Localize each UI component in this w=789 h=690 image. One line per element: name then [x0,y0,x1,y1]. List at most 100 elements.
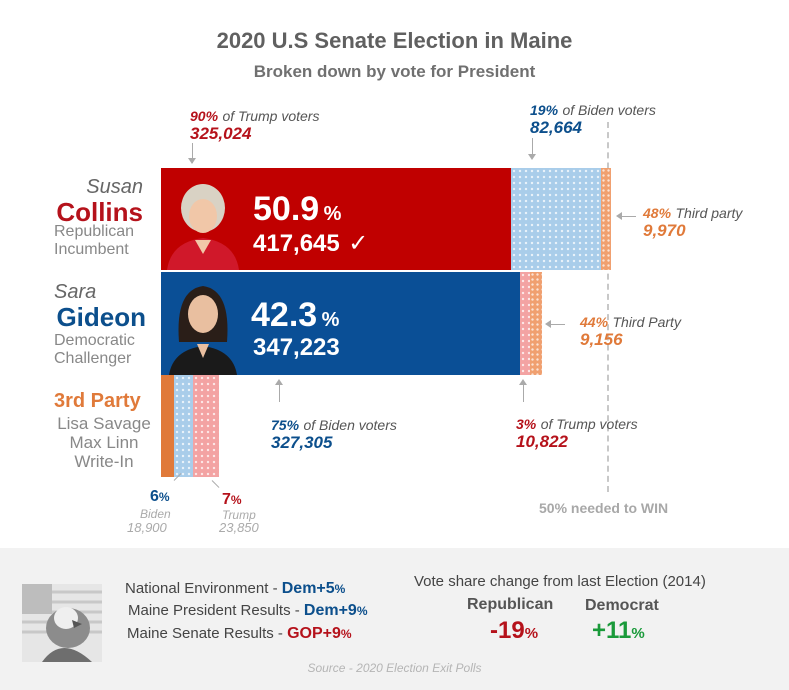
threshold-label: 50% needed to WIN [539,500,669,516]
gideon-third-annotation: 44% Third Party 9,156 [580,314,681,350]
gideon-biden-num: 327,305 [271,433,333,452]
collins-biden-annotation: 19% of Biden voters 82,664 [530,102,656,138]
rep-change-label: Republican [467,596,554,613]
footer-line-3-label: Maine Senate Results - [127,625,288,642]
footer-line-1-value: Dem+5 [281,580,335,597]
collins-pct-block: 50.9 % [253,190,341,229]
gideon-third-arrowhead [545,320,551,328]
gideon-trump-arrow [523,384,524,402]
gideon-trump-annotation: 3% of Trump voters 10,822 [516,416,638,452]
collins-trump-arrow [192,143,193,163]
third-party-name-1: Lisa Savage [57,414,151,433]
footer-line-1-label: National Environment - [125,580,282,597]
collins-third-arrowhead [616,212,622,220]
collins-votes: 417,645 [253,230,340,257]
gideon-trump-pct: 3% [516,416,537,432]
rep-change-sign: % [524,625,539,642]
collins-pct: 50.9 [253,190,320,228]
third-trump-num: 23,850 [219,520,259,535]
third-party-label: 3rd Party [54,390,141,412]
third-biden-pct-sign: % [158,490,170,504]
third-party-name-3: Write-In [74,452,134,471]
gideon-role: Democratic Challenger [54,332,135,368]
dem-change-label: Democrat [585,597,659,614]
dem-change-sign: % [631,625,645,642]
gideon-third-segment [530,272,542,375]
gideon-biden-pct: 75% [271,417,300,433]
eagle-flag-icon [22,584,102,662]
rep-change-value: -19 [490,617,525,644]
footer-line-2-value: Dem+9 [303,602,357,619]
gideon-votes-block: 347,223 [253,334,340,362]
collins-biden-segment [511,168,601,270]
collins-trump-arrowhead [188,158,196,164]
gideon-third-arrow [551,324,565,325]
gideon-photo [161,272,243,375]
collins-biden-num: 82,664 [530,118,582,137]
collins-third-pct: 48% [643,205,672,221]
collins-biden-pct: 19% [530,102,559,118]
dem-change-block: +11% [592,617,645,645]
gideon-last-name: Gideon [56,302,146,332]
gideon-trump-text: of Trump voters [540,416,638,432]
source-note: Source - 2020 Election Exit Polls [307,661,482,675]
third-biden-num: 18,900 [127,520,167,535]
third-party-names: Lisa Savage Max Linn Write-In [54,414,154,471]
gideon-third-pct: 44% [580,314,609,330]
collins-trump-pct: 90% [190,108,219,124]
collins-first-name: Susan [86,176,143,198]
collins-trump-num: 325,024 [190,124,252,143]
gideon-pct-sign: % [321,309,340,331]
gideon-biden-annotation: 75% of Biden voters 327,305 [271,417,397,453]
collins-role-line1: Republican [54,223,135,240]
collins-label-block: Susan Collins [0,176,143,228]
footer-line-1: National Environment - Dem+5% [125,580,345,598]
collins-third-text: Third party [675,205,743,221]
third-trump-pct: 7 [222,491,231,508]
gideon-trump-arrowhead [519,379,527,385]
gideon-third-text: Third Party [612,314,681,330]
gideon-label-block: Sara Gideon [0,281,146,333]
collins-third-arrow [622,216,636,217]
third-party-trump-segment [193,375,219,477]
collins-third-segment [601,168,611,270]
footer-line-3-value: GOP+9 [287,625,341,642]
third-biden-pct: 6 [150,488,159,505]
collins-votes-block: 417,645 ✓ [253,229,368,258]
third-party-own-segment [161,375,174,477]
footer-line-2-label: Maine President Results - [128,602,304,619]
gideon-trump-segment [520,272,530,375]
collins-biden-arrow [532,138,533,158]
collins-photo [161,168,243,270]
gideon-role-line1: Democratic [54,332,135,349]
gideon-pct-block: 42.3 % [251,296,339,335]
collins-biden-text: of Biden voters [562,102,656,118]
footer-line-3: Maine Senate Results - GOP+9% [127,625,352,643]
third-biden-label: Biden [140,507,171,521]
threshold-line [607,122,609,492]
third-trump-pct-block: 7% [222,491,242,509]
gideon-pct: 42.3 [251,296,318,334]
gideon-votes: 347,223 [253,334,340,361]
footer-line-2-sign: % [356,604,368,618]
third-party-biden-segment [174,375,193,477]
gideon-third-num: 9,156 [580,330,623,349]
gideon-first-name: Sara [54,281,97,303]
gideon-biden-text: of Biden voters [303,417,397,433]
collins-trump-text: of Trump voters [222,108,320,124]
footer-line-2: Maine President Results - Dem+9% [128,602,368,620]
footer-line-3-sign: % [340,627,352,641]
gideon-biden-arrowhead [275,379,283,385]
third-biden-pct-block: 6% [150,488,170,506]
gideon-biden-arrow [279,384,280,402]
collins-trump-annotation: 90% of Trump voters 325,024 [190,108,319,144]
rep-change-block: -19% [490,617,538,645]
collins-role-line2: Incumbent [54,241,129,258]
footer-panel [0,548,789,690]
collins-last-name: Collins [56,197,143,227]
footer-line-1-sign: % [334,582,346,596]
chart-title: 2020 U.S Senate Election in Maine [216,28,573,53]
gideon-role-line2: Challenger [54,350,132,367]
third-party-name-2: Max Linn [69,433,139,452]
collins-role: Republican Incumbent [54,223,134,259]
